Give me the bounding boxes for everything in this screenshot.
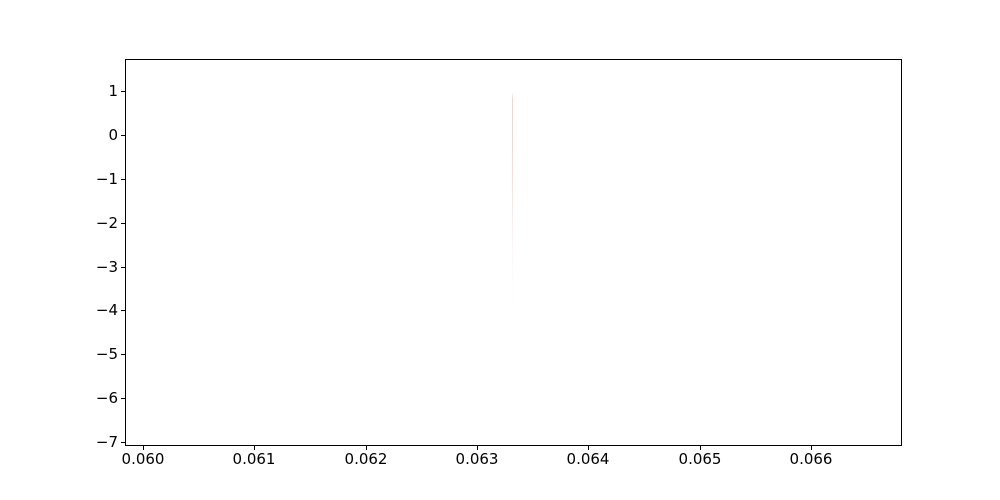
y-tick-mark [121,91,125,92]
x-tick-mark [477,446,478,450]
y-tick-mark [121,310,125,311]
x-tick-label: 0.064 [566,450,610,468]
y-tick-mark [121,354,125,355]
y-tick-mark [121,398,125,399]
y-tick-label: −2 [95,214,118,232]
plot-area: 0.060 0.061 0.062 0.063 0.064 0.065 0.06… [96,59,902,468]
y-tick-mark [121,267,125,268]
x-tick-label: 0.066 [789,450,833,468]
y-tick-label: −5 [95,345,118,363]
spike-line [512,93,514,311]
y-tick-label: −1 [95,170,118,188]
y-tick-mark [121,179,125,180]
y-tick-label: −7 [95,433,118,451]
x-tick-label: 0.062 [344,450,388,468]
y-tick-mark [121,442,125,443]
y-tick-label: −3 [95,258,118,276]
x-tick-label: 0.065 [678,450,722,468]
x-tick-mark [700,446,701,450]
y-tick-label: −6 [95,389,118,407]
y-tick-label: 1 [108,82,118,100]
x-tick-mark [811,446,812,450]
x-tick-mark [588,446,589,450]
x-tick-mark [143,446,144,450]
y-tick-label: −4 [95,301,118,319]
x-tick-label: 0.060 [121,450,165,468]
y-tick-label: 0 [108,126,118,144]
x-tick-mark [366,446,367,450]
x-tick-label: 0.063 [455,450,499,468]
y-tick-mark [121,135,125,136]
y-tick-mark [121,223,125,224]
x-tick-label: 0.061 [232,450,276,468]
x-tick-mark [254,446,255,450]
